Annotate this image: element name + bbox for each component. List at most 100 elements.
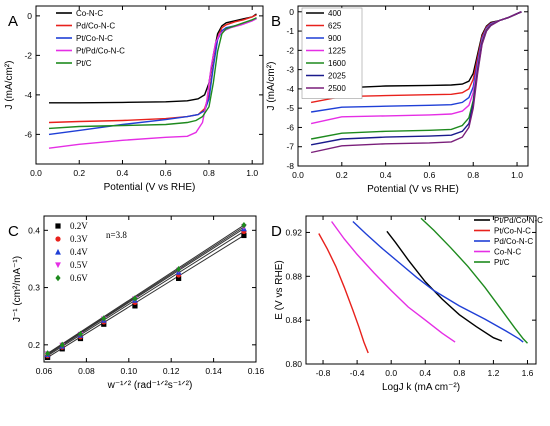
y-tick-label: -6 (24, 129, 32, 139)
data-point (101, 315, 107, 322)
legend-label: 0.2V (70, 221, 88, 231)
y-tick-label: -7 (286, 142, 294, 152)
fit-line (47, 224, 245, 354)
y-tick-label: -2 (24, 50, 32, 60)
panel-label: C (8, 223, 19, 240)
x-tick-label: 0.4 (380, 170, 392, 180)
legend-label: Pd/Co-N-C (494, 237, 533, 246)
annotation: n=3.8 (106, 230, 127, 240)
y-tick-label: 0.3 (28, 283, 40, 293)
series-line (310, 11, 522, 154)
legend-label: Pt/Pd/Co-N-C (494, 216, 543, 225)
legend-marker (55, 223, 61, 229)
y-tick-label: 0.80 (285, 359, 302, 369)
y-axis-label: J (mA/cm²) (4, 61, 15, 110)
x-tick-label: -0.4 (350, 368, 365, 378)
series-line (386, 230, 503, 342)
data-point (59, 341, 65, 349)
plot-frame (35, 5, 264, 165)
x-tick-label: 0.2 (73, 168, 85, 178)
legend-marker (55, 262, 61, 269)
x-tick-label: 0.0 (292, 170, 304, 180)
series-line (420, 217, 529, 344)
x-tick-label: 0.10 (121, 366, 138, 376)
x-tick-label: 0.4 (419, 368, 431, 378)
plot-frame (43, 215, 257, 363)
legend-label: 1600 (328, 59, 346, 68)
x-axis-label: Potential (V vs RHE) (104, 182, 196, 193)
y-tick-label: 0 (289, 7, 294, 17)
legend-label: 2025 (328, 72, 346, 81)
y-tick-label: -5 (286, 103, 294, 113)
y-axis-label: J⁻¹ (cm²/mA⁻¹) (12, 256, 23, 322)
data-point (45, 350, 51, 357)
x-tick-label: 0.12 (163, 366, 180, 376)
legend: 0.2V 0.3V 0.4V 0.5V 0.6V (55, 221, 88, 283)
legend-label: 2500 (328, 84, 346, 93)
data-point (176, 275, 182, 282)
legend-label: 0.3V (70, 234, 88, 244)
series-line (48, 14, 257, 124)
x-axis-label: Potential (V vs RHE) (367, 184, 459, 195)
x-tick-label: 0.6 (424, 170, 436, 180)
series-line (48, 17, 257, 130)
legend-label: 400 (328, 9, 342, 18)
panel-C: 0.06 0.08 0.10 0.12 0.14 0.16 0.2 0.3 0.4 w⁻¹ᐟ² (… (8, 215, 265, 391)
panel-label: B (271, 13, 281, 30)
legend-label: Co-N-C (494, 248, 521, 257)
y-tick-label: -1 (286, 26, 294, 36)
plot-frame (297, 5, 529, 167)
series-line (48, 18, 257, 149)
y-tick-label: 0.84 (285, 315, 302, 325)
y-tick-label: 0.2 (28, 340, 40, 350)
data-point (241, 232, 247, 239)
data-point (132, 295, 138, 302)
x-tick-label: 0.8 (203, 168, 215, 178)
series-line (352, 220, 524, 343)
y-axis-label: E (V vs RHE) (274, 260, 285, 319)
legend-label: 0.6V (70, 273, 88, 283)
x-tick-label: 0.06 (36, 366, 53, 376)
legend-label: Pt/Co-N-C (76, 34, 113, 43)
x-tick-label: 1.6 (522, 368, 534, 378)
data-point (241, 221, 247, 229)
y-tick-label: -4 (24, 90, 32, 100)
panel-label: D (271, 223, 282, 240)
x-tick-label: -0.8 (316, 368, 331, 378)
y-tick-label: -4 (286, 84, 294, 94)
legend-label: 900 (328, 34, 342, 43)
legend-label: 625 (328, 22, 342, 31)
series-line (331, 221, 456, 343)
x-tick-label: 1.0 (246, 168, 258, 178)
y-tick-label: -8 (286, 161, 294, 171)
legend-label: Pt/Co-N-C (494, 227, 531, 236)
legend-label: Co-N-C (76, 9, 103, 18)
x-tick-label: 0.8 (453, 368, 465, 378)
legend-marker (55, 274, 61, 282)
x-axis-label: w⁻¹ᐟ² (rad⁻¹ᐟ²s⁻¹ᐟ²) (107, 380, 193, 391)
legend-label: Pt/C (76, 59, 92, 68)
x-tick-label: 1.0 (511, 170, 523, 180)
x-tick-label: 0.4 (117, 168, 129, 178)
x-tick-label: 0.0 (30, 168, 42, 178)
legend-marker (55, 236, 61, 242)
legend-label: Pt/Pd/Co-N-C (76, 47, 125, 56)
fit-line (47, 226, 245, 355)
y-axis-label: J (mA/cm²) (266, 62, 277, 111)
x-tick-label: 0.16 (248, 366, 265, 376)
y-tick-label: -2 (286, 45, 294, 55)
plot-frame (305, 215, 537, 365)
legend-box (301, 7, 363, 99)
y-tick-label: 0.4 (28, 225, 40, 235)
legend-label: 0.5V (70, 260, 88, 270)
data-point (132, 303, 138, 309)
x-axis-label: LogJ k (mA cm⁻²) (382, 382, 460, 393)
x-tick-label: 0.6 (160, 168, 172, 178)
x-tick-label: 0.08 (78, 366, 95, 376)
data-point (77, 330, 84, 338)
y-tick-label: -3 (286, 65, 294, 75)
legend: Pt/Pd/Co-N-C Pt/Co-N-CPd/Co-N-C Co-N-CPt/C (474, 216, 543, 267)
y-tick-label: 0.92 (285, 227, 302, 237)
panel-A: 0.0 0.2 0.4 0.6 0.8 1.0 0 -2 -4 -6 Potential (V vs… (4, 5, 264, 193)
